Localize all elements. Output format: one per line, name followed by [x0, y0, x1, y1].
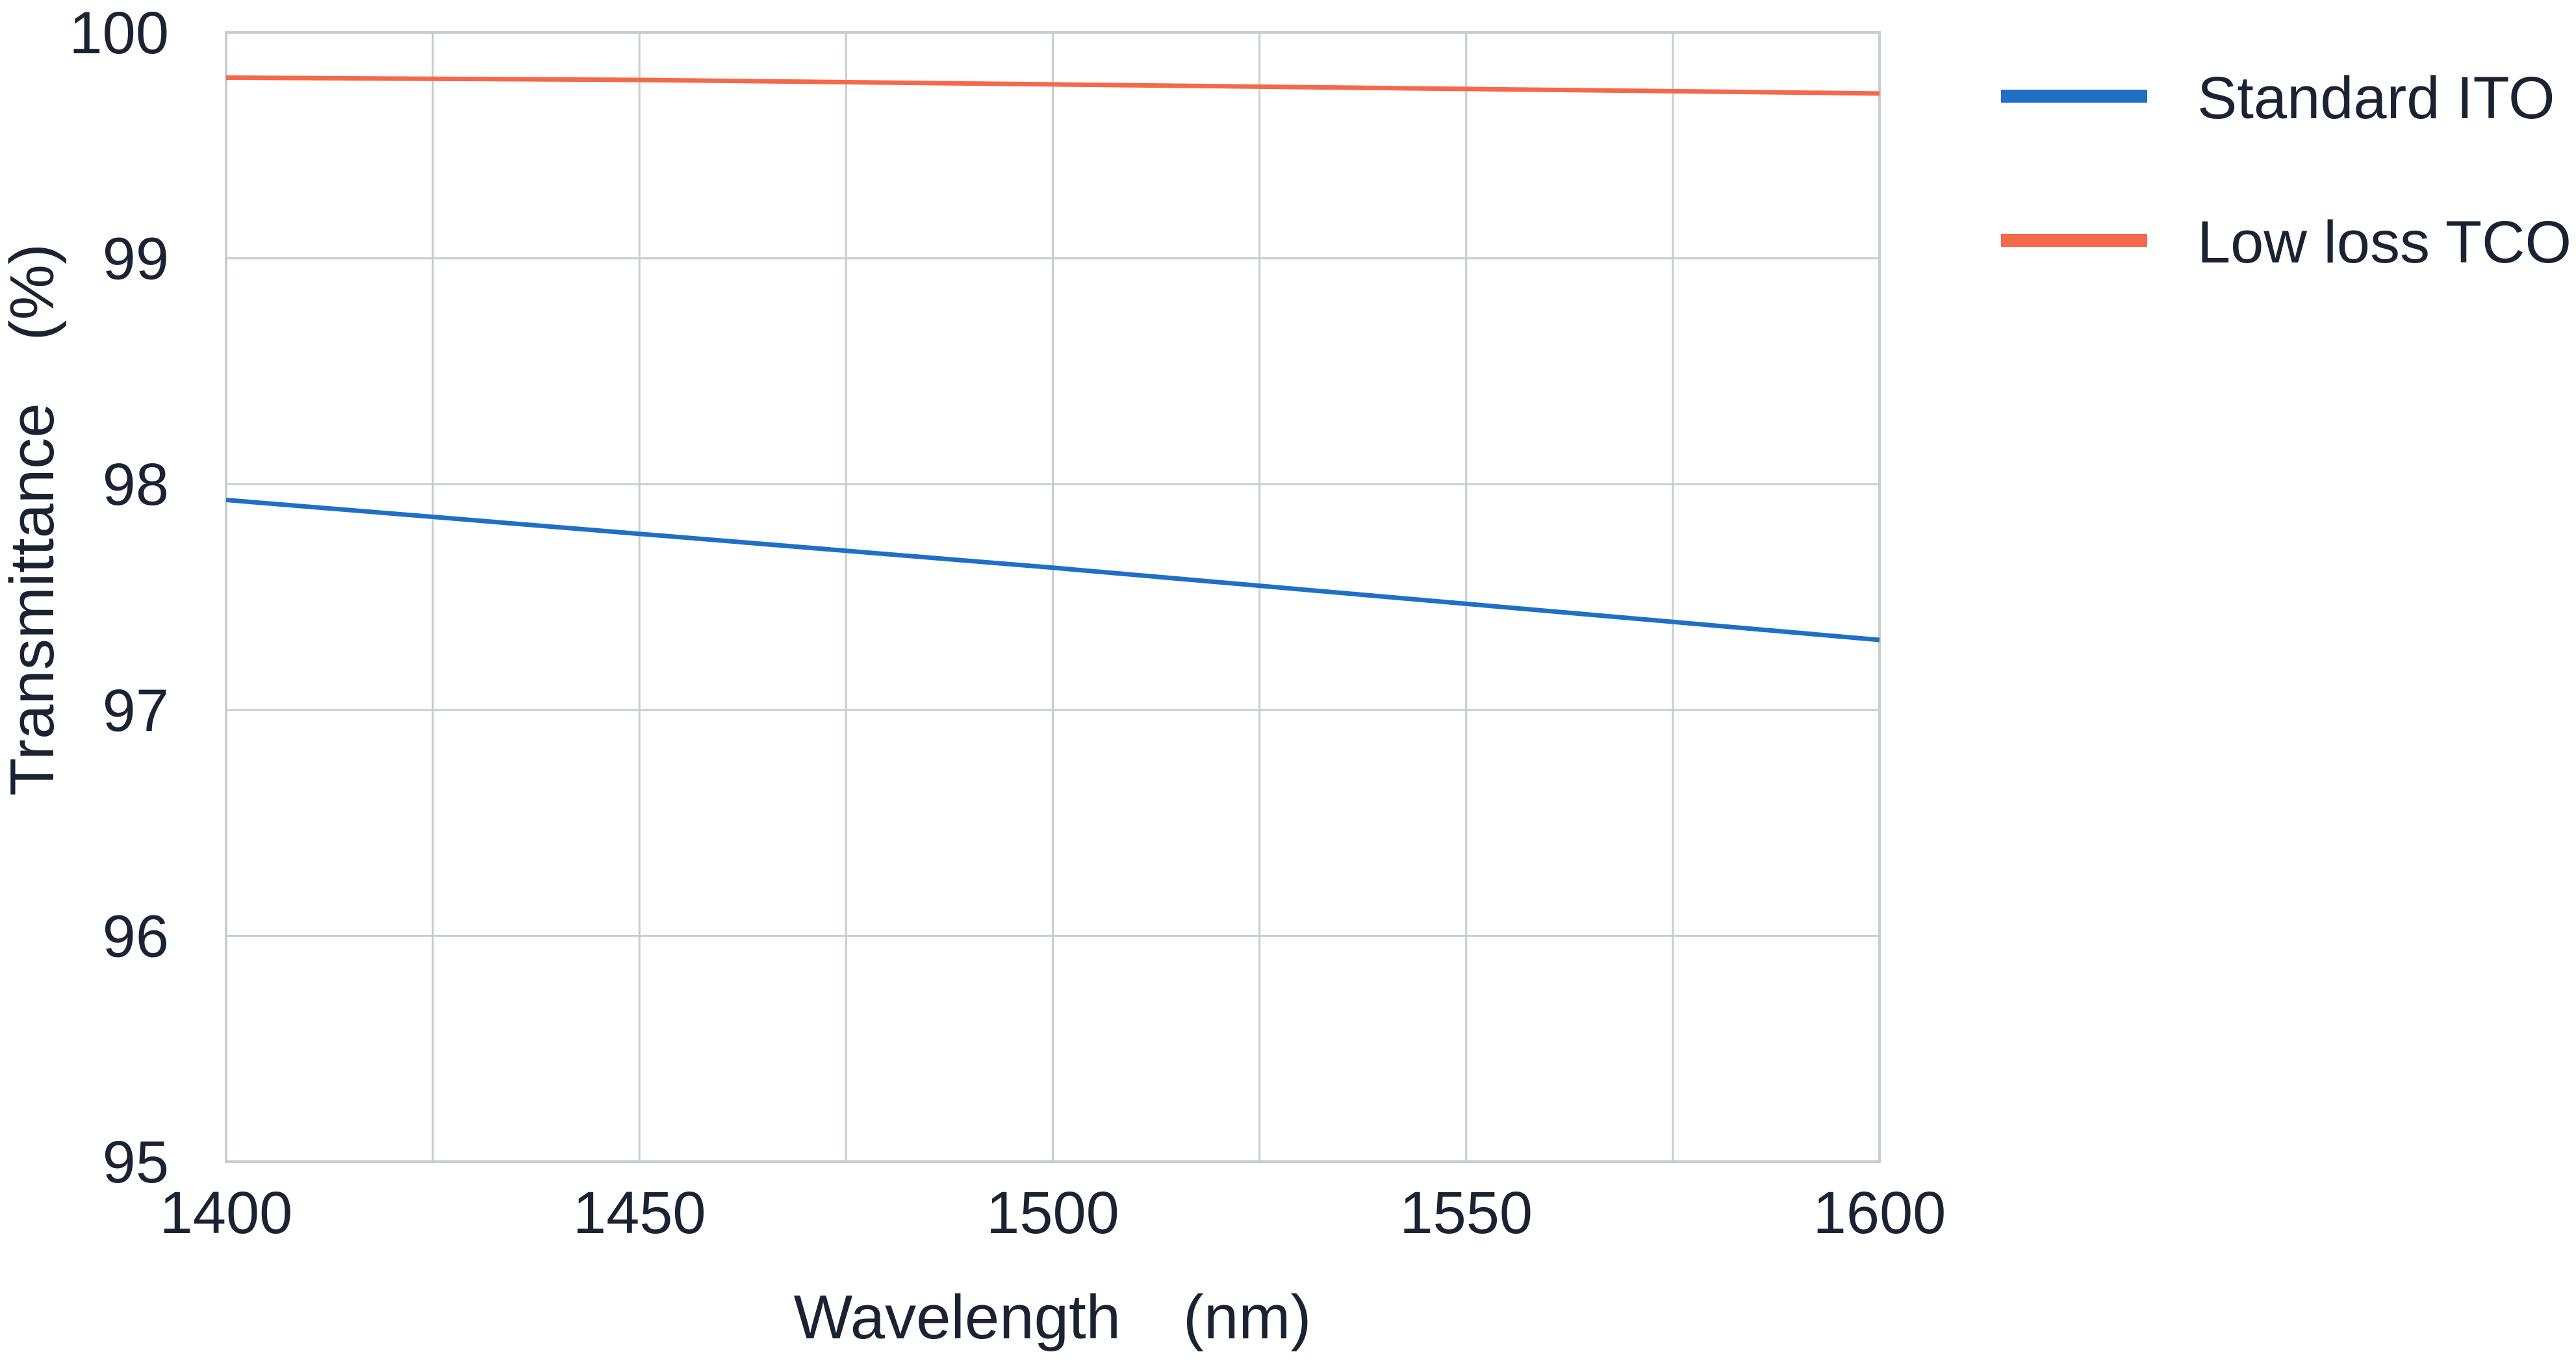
- legend: Standard ITO Low loss TCO: [2001, 65, 2571, 275]
- y-axis-label: Transmittance (%): [0, 244, 67, 796]
- legend-label: Low loss TCO: [2197, 209, 2571, 275]
- y-tick-label: 95: [103, 1129, 169, 1195]
- y-tick-label: 96: [103, 903, 169, 969]
- y-tick-label: 99: [103, 226, 169, 292]
- grid-layer: [225, 31, 1881, 1163]
- x-tick-label: 1400: [160, 1180, 293, 1246]
- series-layer: [225, 75, 1880, 643]
- y-tick-label: 97: [103, 678, 169, 744]
- series-line-low-loss-tco: [225, 75, 1880, 96]
- x-tick-label: 1550: [1399, 1180, 1533, 1246]
- tick-label-layer: 1400 1450 1500 1550 1600 95 96 97 98 99 100: [70, 0, 1946, 1246]
- series-line-standard-ito: [225, 498, 1880, 643]
- x-tick-label: 1600: [1813, 1180, 1946, 1246]
- y-tick-label: 98: [103, 452, 169, 518]
- x-tick-label: 1500: [986, 1180, 1119, 1246]
- legend-label: Standard ITO: [2197, 65, 2555, 131]
- y-tick-label: 100: [70, 0, 170, 66]
- x-axis-label: Wavelength (nm): [794, 1282, 1312, 1352]
- x-tick-label: 1450: [573, 1180, 706, 1246]
